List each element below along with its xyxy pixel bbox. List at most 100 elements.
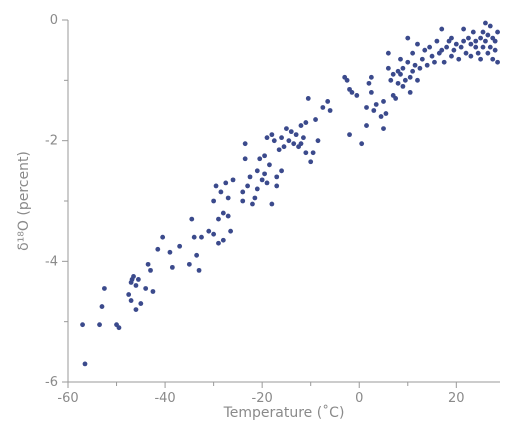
data-point (279, 135, 284, 141)
data-point (441, 59, 447, 65)
data-point (388, 77, 394, 83)
data-point (143, 286, 149, 291)
data-point (371, 108, 377, 113)
data-point (269, 201, 275, 207)
data-point (451, 47, 457, 53)
data-point (186, 261, 192, 267)
data-point (400, 83, 406, 89)
data-point (400, 65, 406, 71)
data-point (478, 35, 483, 41)
data-point (449, 35, 454, 41)
data-point (415, 77, 420, 83)
data-point (344, 77, 350, 83)
data-point (135, 277, 141, 282)
data-point (250, 201, 255, 207)
data-point (490, 56, 496, 62)
data-point (349, 90, 355, 95)
data-point (378, 114, 384, 119)
data-point (281, 144, 287, 150)
data-point (230, 177, 236, 183)
data-point (456, 56, 462, 62)
x-tick-label: -20 (252, 391, 273, 406)
data-point (247, 174, 253, 180)
data-point (422, 47, 428, 53)
data-point (126, 292, 132, 297)
data-point (196, 267, 202, 273)
data-point (82, 361, 88, 367)
data-point (364, 123, 369, 128)
data-point (225, 213, 231, 219)
data-point (298, 141, 304, 147)
x-axis-label: Temperature (˚C) (223, 404, 345, 421)
data-point (99, 304, 105, 309)
data-point (487, 23, 493, 29)
data-point (485, 50, 491, 56)
data-point (492, 47, 498, 53)
data-point (305, 96, 311, 101)
data-point (206, 228, 212, 234)
data-point (412, 62, 418, 68)
data-point (264, 180, 270, 186)
data-point (480, 29, 486, 35)
data-point (410, 68, 416, 74)
data-point (461, 26, 466, 32)
data-point (495, 59, 500, 65)
data-point (320, 105, 326, 110)
data-point (254, 168, 260, 174)
data-point (383, 111, 389, 116)
data-points (80, 20, 500, 367)
data-point (385, 65, 391, 71)
x-tick-label: 0 (355, 391, 363, 406)
data-point (325, 99, 331, 104)
x-tick-label: -60 (57, 391, 78, 406)
data-point (301, 135, 306, 141)
data-point (495, 29, 500, 35)
data-point (199, 234, 204, 240)
data-point (373, 102, 379, 107)
data-point (269, 132, 275, 138)
data-point (128, 298, 134, 303)
data-point (407, 74, 413, 80)
data-point (264, 135, 270, 141)
data-point (169, 264, 175, 270)
data-point (315, 138, 321, 144)
data-point (252, 195, 258, 201)
data-point (223, 180, 229, 186)
data-point (228, 228, 234, 234)
data-point (150, 289, 156, 294)
data-point (461, 38, 466, 44)
data-point (466, 35, 471, 41)
data-point (240, 189, 246, 195)
data-point (218, 189, 224, 195)
data-point (80, 322, 85, 328)
data-point (116, 325, 122, 331)
data-point (254, 186, 260, 192)
data-point (405, 59, 411, 65)
data-point (211, 231, 217, 237)
data-point (191, 234, 197, 240)
data-point (308, 159, 314, 165)
data-point (473, 38, 479, 44)
data-point (213, 183, 219, 189)
data-point (145, 261, 151, 267)
data-point (102, 286, 107, 291)
y-tick-label: 0 (50, 13, 58, 28)
data-point (470, 29, 476, 35)
data-point (291, 141, 297, 147)
data-point (449, 53, 454, 59)
data-point (267, 162, 272, 168)
data-point (288, 129, 294, 135)
data-point (439, 47, 445, 53)
data-point (398, 56, 403, 62)
data-point (473, 44, 479, 50)
data-point (468, 41, 474, 47)
data-point (327, 108, 333, 113)
x-tick-label: -40 (154, 391, 175, 406)
data-point (131, 274, 136, 279)
data-point (478, 56, 483, 62)
data-point (303, 150, 309, 156)
axes (67, 20, 500, 383)
data-point (216, 216, 221, 222)
data-point (359, 141, 365, 147)
